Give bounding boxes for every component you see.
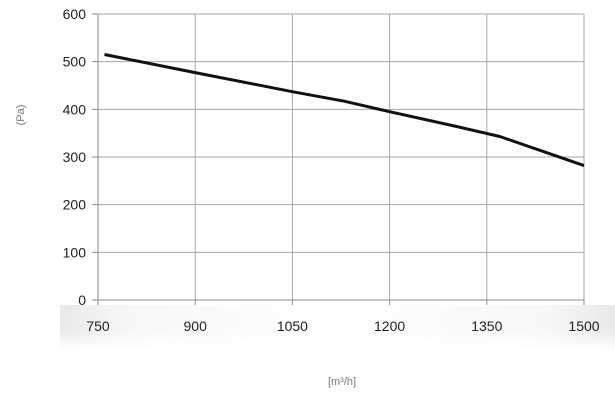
x-axis-title: [m³/h]: [328, 376, 356, 388]
y-tick-label: 0: [78, 292, 86, 308]
x-tick-label: 1050: [277, 318, 308, 334]
x-tick-label: 1500: [568, 318, 599, 334]
grid-lines: [98, 13, 585, 300]
series-group: [104, 53, 585, 168]
x-axis-band: [60, 305, 615, 350]
x-tick-labels: 750 900 1050 1200 1350 1500: [86, 318, 599, 334]
y-tick-labels: 0 100 200 300 400 500 600: [63, 6, 87, 308]
x-tick-label: 900: [184, 318, 208, 334]
y-tick-label: 400: [63, 101, 87, 117]
y-axis-title: (Pa): [15, 105, 27, 126]
y-tick-label: 500: [63, 54, 87, 70]
axes: [92, 13, 585, 305]
x-tick-label: 1200: [374, 318, 405, 334]
x-tick-label: 1350: [471, 318, 502, 334]
y-tick-label: 200: [63, 197, 87, 213]
y-tick-label: 600: [63, 6, 87, 22]
y-tick-label: 300: [63, 149, 87, 165]
y-tick-label: 100: [63, 244, 87, 260]
x-tick-label: 750: [86, 318, 110, 334]
series-line: [104, 53, 585, 168]
